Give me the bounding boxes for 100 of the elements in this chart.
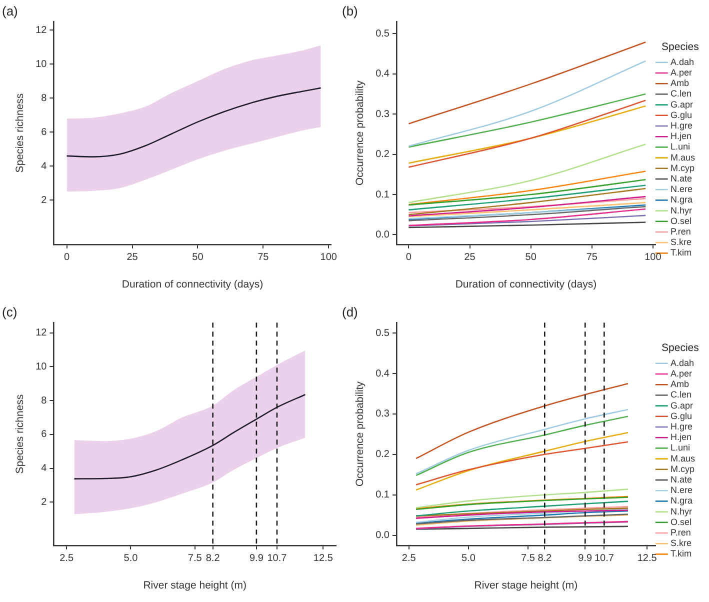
legend-label: N.ate <box>670 173 692 184</box>
chart-title: (c) <box>2 304 18 320</box>
legend-label: S.kre <box>670 237 692 248</box>
legend-label: L.uni <box>670 142 690 152</box>
x-tick-label: 100 <box>320 252 338 264</box>
legend-label: G.apr <box>670 400 694 410</box>
x-tick-label: 25 <box>126 252 138 264</box>
y-axis-title: Occurrence probability <box>354 80 366 186</box>
legend-label: M.cyp <box>670 162 695 173</box>
x-tick-label: 10.7 <box>267 553 288 564</box>
legend-label: M.aus <box>670 152 696 162</box>
y-tick-label: 6 <box>41 429 48 440</box>
y-tick-label: 10 <box>36 58 48 70</box>
legend-label: G.apr <box>670 99 694 110</box>
legend-label: N.ere <box>670 485 693 496</box>
legend-label: A.per <box>670 67 692 78</box>
legend-label: Amb <box>670 379 690 390</box>
legend-label: N.hyr <box>670 506 692 516</box>
x-tick-label: 0 <box>406 252 412 264</box>
y-tick-label: 8 <box>41 395 48 406</box>
y-tick-label: 10 <box>36 361 48 372</box>
line-series <box>415 510 629 519</box>
x-tick-label: 9.9 <box>249 553 264 564</box>
x-tick-label: 5.0 <box>124 553 138 564</box>
legend-label: H.gre <box>670 120 693 130</box>
x-tick-label: 7.5 <box>188 553 202 564</box>
chart-title: (a) <box>2 3 18 18</box>
x-axis-title: River stage height (m) <box>474 580 578 592</box>
x-tick-label: 9.9 <box>578 553 593 564</box>
y-tick-label: 0.0 <box>376 530 390 542</box>
x-tick-label: 2.5 <box>60 553 74 564</box>
legend-title: Species <box>662 342 699 354</box>
line-series <box>66 87 322 158</box>
x-tick-label: 50 <box>525 252 537 264</box>
line-series <box>415 383 629 460</box>
legend-label: M.cyp <box>670 464 695 474</box>
legend-label: N.hyr <box>670 205 692 216</box>
legend-label: A.per <box>670 368 692 378</box>
legend-label: P.ren <box>670 226 691 236</box>
line-series <box>74 394 306 480</box>
y-tick-label: 0.4 <box>376 368 390 380</box>
y-tick-label: 12 <box>36 328 48 339</box>
line-series <box>415 441 629 486</box>
legend-label: O.sel <box>670 216 692 226</box>
legend-label: H.jen <box>670 432 692 442</box>
y-tick-label: 8 <box>41 92 48 104</box>
chart-title: (b) <box>342 3 358 18</box>
legend-label: A.dah <box>670 56 694 67</box>
x-tick-label: 75 <box>586 252 598 264</box>
x-tick-label: 100 <box>644 252 662 264</box>
x-tick-label: 8.2 <box>538 553 552 564</box>
x-tick-label: 25 <box>464 252 476 264</box>
y-tick-label: 0.1 <box>376 189 390 200</box>
legend-label: H.jen <box>670 131 692 142</box>
legend-label: T.kim <box>670 548 692 559</box>
x-tick-label: 12.5 <box>313 553 334 564</box>
legend-label: M.aus <box>670 453 696 464</box>
y-tick-label: 4 <box>41 160 48 172</box>
legend-label: T.kim <box>670 248 692 258</box>
legend-label: G.glu <box>670 410 692 421</box>
y-tick-label: 0.2 <box>376 449 390 460</box>
y-tick-label: 2 <box>41 194 48 206</box>
y-tick-label: 0.5 <box>376 328 390 339</box>
x-axis-title: River stage height (m) <box>143 580 247 592</box>
legend-title: Species <box>662 40 699 53</box>
y-axis-title: Species richness <box>14 93 26 173</box>
legend-label: N.ate <box>670 474 692 484</box>
y-tick-label: 0.3 <box>376 408 390 420</box>
legend-label: S.kre <box>670 538 692 548</box>
x-tick-label: 75 <box>258 252 270 264</box>
y-tick-label: 0.1 <box>376 490 390 501</box>
x-tick-label: 0 <box>64 252 70 264</box>
x-axis-title: Duration of connectivity (days) <box>455 278 597 291</box>
legend-label: O.sel <box>670 516 692 527</box>
line-series <box>415 488 629 508</box>
x-tick-label: 10.7 <box>594 553 614 564</box>
legend-label: N.gra <box>670 496 693 506</box>
legend-label: G.glu <box>670 110 692 120</box>
line-series <box>415 500 629 517</box>
x-tick-label: 8.2 <box>206 553 220 564</box>
x-tick-label: 7.5 <box>521 553 536 564</box>
line-series <box>415 432 629 491</box>
legend-label: N.gra <box>670 194 693 205</box>
legend-label: N.ere <box>670 184 693 194</box>
x-axis-title: Duration of connectivity (days) <box>122 278 264 291</box>
chart-title: (d) <box>342 304 358 320</box>
legend-label: C.len <box>670 88 692 99</box>
legend-label: H.gre <box>670 421 693 432</box>
x-tick-label: 12.5 <box>637 553 658 564</box>
y-tick-label: 0.5 <box>376 28 390 40</box>
y-axis-title: Occurrence probability <box>354 380 366 487</box>
y-tick-label: 0.0 <box>376 230 390 240</box>
legend-label: L.uni <box>670 442 690 453</box>
y-tick-label: 6 <box>41 126 48 138</box>
legend-label: C.len <box>670 390 692 400</box>
x-tick-label: 50 <box>192 252 204 264</box>
y-tick-label: 2 <box>41 496 48 508</box>
y-tick-label: 12 <box>36 24 48 36</box>
legend-label: P.ren <box>670 527 691 538</box>
legend-label: Amb <box>670 78 690 88</box>
